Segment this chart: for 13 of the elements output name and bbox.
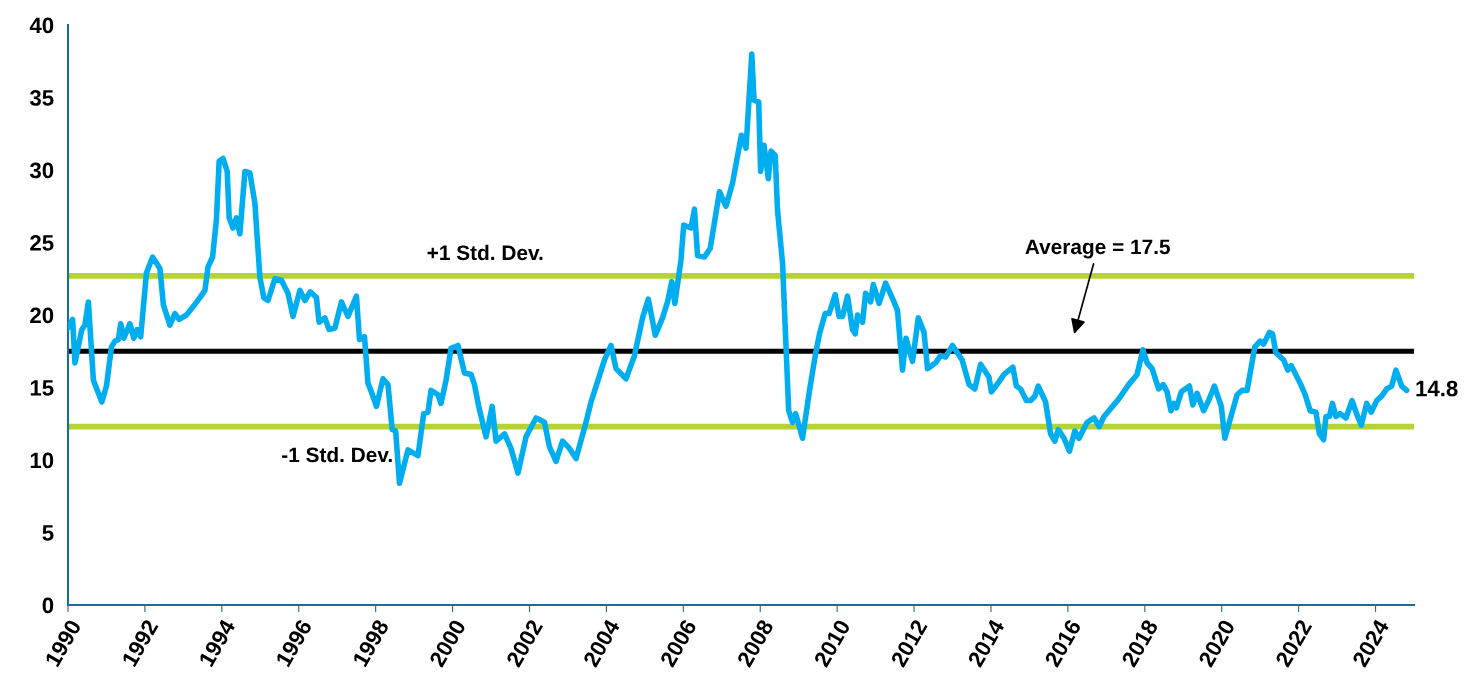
y-tick-label: 20 [30,307,54,324]
y-tick-label: 40 [29,17,54,34]
y-tick-label: 15 [30,380,54,396]
ref-line-label: -1 Std. Dev. [282,446,392,463]
y-tick-label: 25 [30,235,54,251]
ref-line-label: +1 Std. Dev. [427,244,543,261]
annotation: 14.8 [1416,380,1458,397]
y-tick-label: 10 [30,452,54,469]
y-tick-label: 0 [42,597,54,614]
y-tick-label: 30 [29,162,54,179]
y-tick-label: 35 [29,90,54,106]
y-tick-label: 5 [42,525,54,541]
ref-line-label: Average = 17.5 [1025,239,1170,259]
